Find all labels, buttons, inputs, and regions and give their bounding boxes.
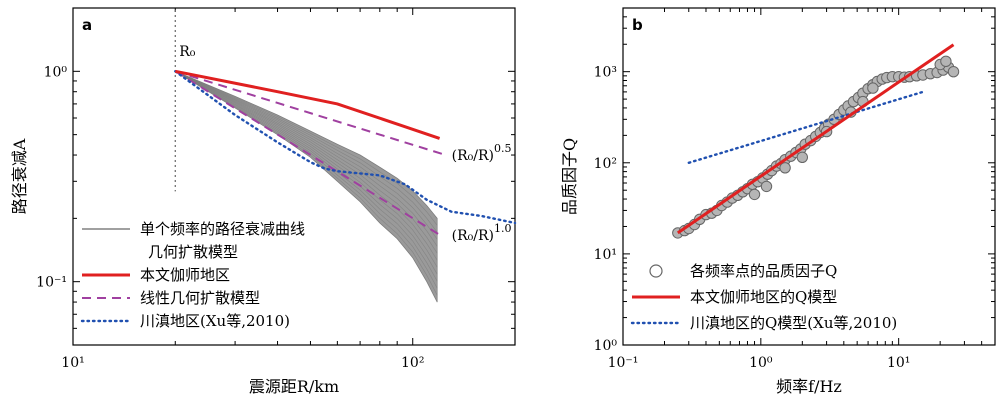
q-data-point bbox=[867, 82, 879, 94]
legend-label: 各频率点的品质因子Q bbox=[690, 262, 837, 280]
y-tick-label: 10³ bbox=[594, 65, 617, 81]
single-frequency-curve bbox=[175, 71, 438, 226]
geometric-spreading-dashed-line bbox=[174, 70, 441, 236]
single-frequency-curve bbox=[175, 71, 438, 303]
chuandian-q-dotted-line bbox=[687, 90, 925, 164]
q-data-point bbox=[760, 180, 773, 193]
single-frequency-curve bbox=[175, 71, 438, 289]
q-data-point bbox=[947, 66, 960, 78]
legend-label: 几何扩散模型 bbox=[148, 243, 238, 261]
y-tick-label: 10¹ bbox=[594, 247, 617, 263]
panel-label: b bbox=[632, 16, 643, 34]
y-axis-label: 路径衰减A bbox=[10, 138, 29, 214]
single-frequency-curve bbox=[175, 71, 438, 268]
jiashi-q-red-line bbox=[676, 43, 955, 235]
x-tick-label: 10¹ bbox=[61, 355, 84, 371]
single-frequency-curve bbox=[175, 71, 438, 247]
y-tick-label: 10² bbox=[594, 156, 617, 172]
legend-label: 川滇地区的Q模型(Xu等,2010) bbox=[690, 314, 897, 332]
x-tick-label: 10⁻¹ bbox=[608, 355, 639, 371]
single-frequency-curve bbox=[175, 71, 438, 261]
single-frequency-curve bbox=[175, 71, 438, 240]
x-axis-label: 频率f/Hz bbox=[776, 377, 842, 396]
exponent-annotation: (R₀/R)1.0 bbox=[452, 222, 512, 244]
single-frequency-curve bbox=[175, 71, 438, 233]
panel-a: 10¹ 10²10⁻¹10⁰震源距R/km路径衰减AaR₀(R₀/R)0.5(R₀… bbox=[10, 7, 517, 396]
x-tick-label: 10² bbox=[401, 355, 424, 371]
annotation-base: (R₀/R) bbox=[452, 148, 494, 164]
chuandian-dotted-line bbox=[174, 70, 517, 225]
y-axis-label: 品质因子Q bbox=[560, 138, 579, 215]
x-tick-label: 10⁰ bbox=[749, 355, 773, 371]
x-tick-label: 10¹ bbox=[887, 355, 910, 371]
legend-label: 本文伽师地区 bbox=[140, 266, 230, 284]
single-frequency-curve bbox=[175, 71, 438, 282]
r0-label: R₀ bbox=[179, 44, 196, 60]
geometric-spreading-dashed-line bbox=[175, 70, 446, 156]
panel-label: a bbox=[82, 16, 92, 34]
x-axis-label: 震源距R/km bbox=[249, 377, 339, 396]
annotation-base: (R₀/R) bbox=[452, 228, 494, 244]
annotation-exponent: 0.5 bbox=[494, 142, 512, 155]
y-tick-label: 10⁻¹ bbox=[36, 275, 67, 291]
q-data-point bbox=[796, 151, 808, 164]
q-data-point bbox=[779, 162, 791, 174]
exponent-annotation: (R₀/R)0.5 bbox=[452, 142, 512, 164]
legend-label: 线性几何扩散模型 bbox=[140, 289, 260, 307]
y-tick-label: 10⁰ bbox=[44, 64, 68, 80]
panel-b: 10⁻¹ 10⁰ 10¹10⁰10¹10²10³频率f/Hz品质因子Qb各频率点的品… bbox=[560, 7, 996, 396]
single-frequency-curve bbox=[175, 71, 438, 219]
jiashi-red-line bbox=[175, 69, 441, 140]
legend-swatch bbox=[649, 264, 663, 278]
legend-label: 单个频率的路径衰减曲线 bbox=[140, 220, 305, 238]
q-data-point bbox=[940, 55, 952, 67]
plot-frame bbox=[72, 7, 516, 346]
single-frequency-curve bbox=[175, 71, 438, 296]
legend-label: 川滇地区(Xu等,2010) bbox=[140, 312, 290, 330]
q-data-point bbox=[748, 188, 761, 201]
legend-label: 本文伽师地区的Q模型 bbox=[690, 288, 837, 306]
annotation-exponent: 1.0 bbox=[494, 222, 512, 235]
y-tick-label: 10⁰ bbox=[594, 338, 618, 354]
